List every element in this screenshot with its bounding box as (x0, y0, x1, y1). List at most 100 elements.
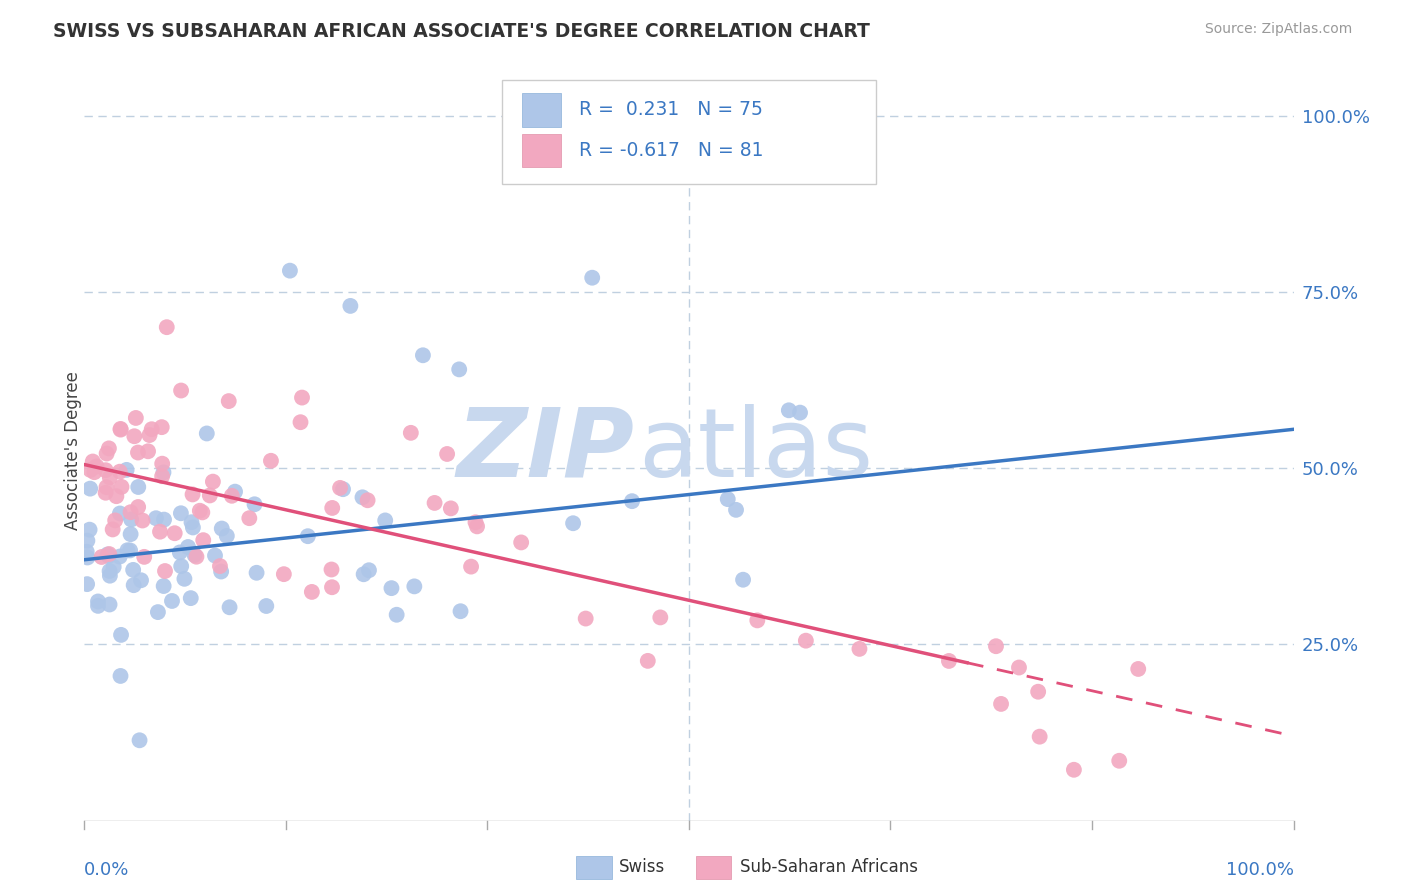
Point (449, 362, 471, 376)
Point (637, 654, 659, 668)
Point (76, 550, 98, 565)
Point (789, 406, 811, 420)
Point (180, 515, 202, 529)
Point (339, 299, 361, 313)
Point (141, 422, 163, 436)
Point (717, 492, 740, 507)
Point (181, 487, 204, 501)
Point (173, 572, 195, 586)
Point (201, 475, 224, 489)
Point (134, 549, 156, 564)
Point (297, 529, 319, 543)
Point (724, 503, 747, 517)
Point (191, 505, 214, 519)
Point (120, 512, 142, 526)
Point (83, 465, 105, 479)
Point (848, 641, 870, 656)
Point (98, 470, 121, 484)
Point (181, 520, 204, 534)
Point (260, 454, 283, 468)
Point (238, 511, 260, 525)
Point (224, 484, 246, 499)
Point (117, 543, 139, 558)
Point (120, 543, 142, 558)
Point (621, 494, 644, 508)
Point (321, 500, 343, 515)
Point (94, 485, 117, 500)
Point (110, 480, 132, 494)
Point (86, 459, 108, 474)
Point (510, 535, 533, 549)
Point (110, 423, 132, 437)
Point (198, 488, 221, 502)
Point (76, 577, 98, 591)
Point (120, 505, 142, 519)
Point (321, 580, 343, 594)
Point (380, 581, 402, 595)
Point (145, 511, 167, 525)
Point (177, 540, 200, 554)
Point (938, 654, 960, 668)
Point (104, 513, 127, 527)
Point (120, 527, 142, 541)
Point (1108, 754, 1130, 768)
Point (385, 607, 408, 622)
Point (169, 545, 191, 559)
Point (180, 591, 202, 606)
Y-axis label: Associate's Degree: Associate's Degree (65, 371, 82, 530)
Text: R =  0.231   N = 75: R = 0.231 N = 75 (579, 101, 763, 120)
Point (332, 482, 354, 496)
Point (209, 565, 232, 579)
Point (149, 524, 172, 539)
Point (156, 320, 179, 334)
Point (245, 566, 267, 580)
Point (96, 548, 118, 562)
Text: Sub-Saharan Africans: Sub-Saharan Africans (740, 858, 918, 876)
Point (160, 594, 183, 608)
Point (208, 559, 231, 574)
Text: Swiss: Swiss (619, 858, 665, 876)
Point (254, 599, 277, 613)
Point (356, 493, 378, 508)
Point (412, 348, 434, 362)
Point (984, 639, 1007, 653)
Point (357, 563, 380, 577)
Text: SWISS VS SUBSAHARAN AFRICAN ASSOCIATE'S DEGREE CORRELATION CHART: SWISS VS SUBSAHARAN AFRICAN ASSOCIATE'S … (53, 22, 870, 41)
Point (778, 403, 800, 417)
Point (1128, 662, 1150, 676)
Point (731, 573, 754, 587)
Point (464, 516, 486, 530)
Point (243, 497, 266, 511)
Point (215, 529, 238, 543)
Text: R = -0.617   N = 81: R = -0.617 N = 81 (579, 141, 763, 161)
Point (94, 463, 117, 477)
Point (329, 481, 352, 495)
Point (90, 549, 112, 564)
FancyBboxPatch shape (502, 80, 876, 184)
Point (122, 578, 145, 592)
Text: atlas: atlas (638, 404, 873, 497)
Point (436, 447, 458, 461)
Point (183, 548, 205, 562)
Text: ZIP: ZIP (457, 404, 634, 497)
Bar (522, 134, 561, 168)
Point (150, 457, 173, 471)
Point (127, 480, 149, 494)
Text: 100.0%: 100.0% (1226, 862, 1294, 880)
Point (562, 516, 585, 531)
Point (575, 611, 598, 625)
Point (1028, 730, 1050, 744)
Point (374, 513, 396, 527)
Point (291, 391, 314, 405)
Point (460, 559, 482, 574)
Point (125, 411, 148, 425)
Point (110, 669, 132, 683)
Point (290, 415, 312, 429)
Point (170, 506, 193, 520)
Point (110, 422, 132, 436)
Point (794, 633, 817, 648)
Point (76, 545, 98, 559)
Point (79, 523, 101, 537)
Point (450, 604, 472, 618)
Point (1008, 660, 1031, 674)
